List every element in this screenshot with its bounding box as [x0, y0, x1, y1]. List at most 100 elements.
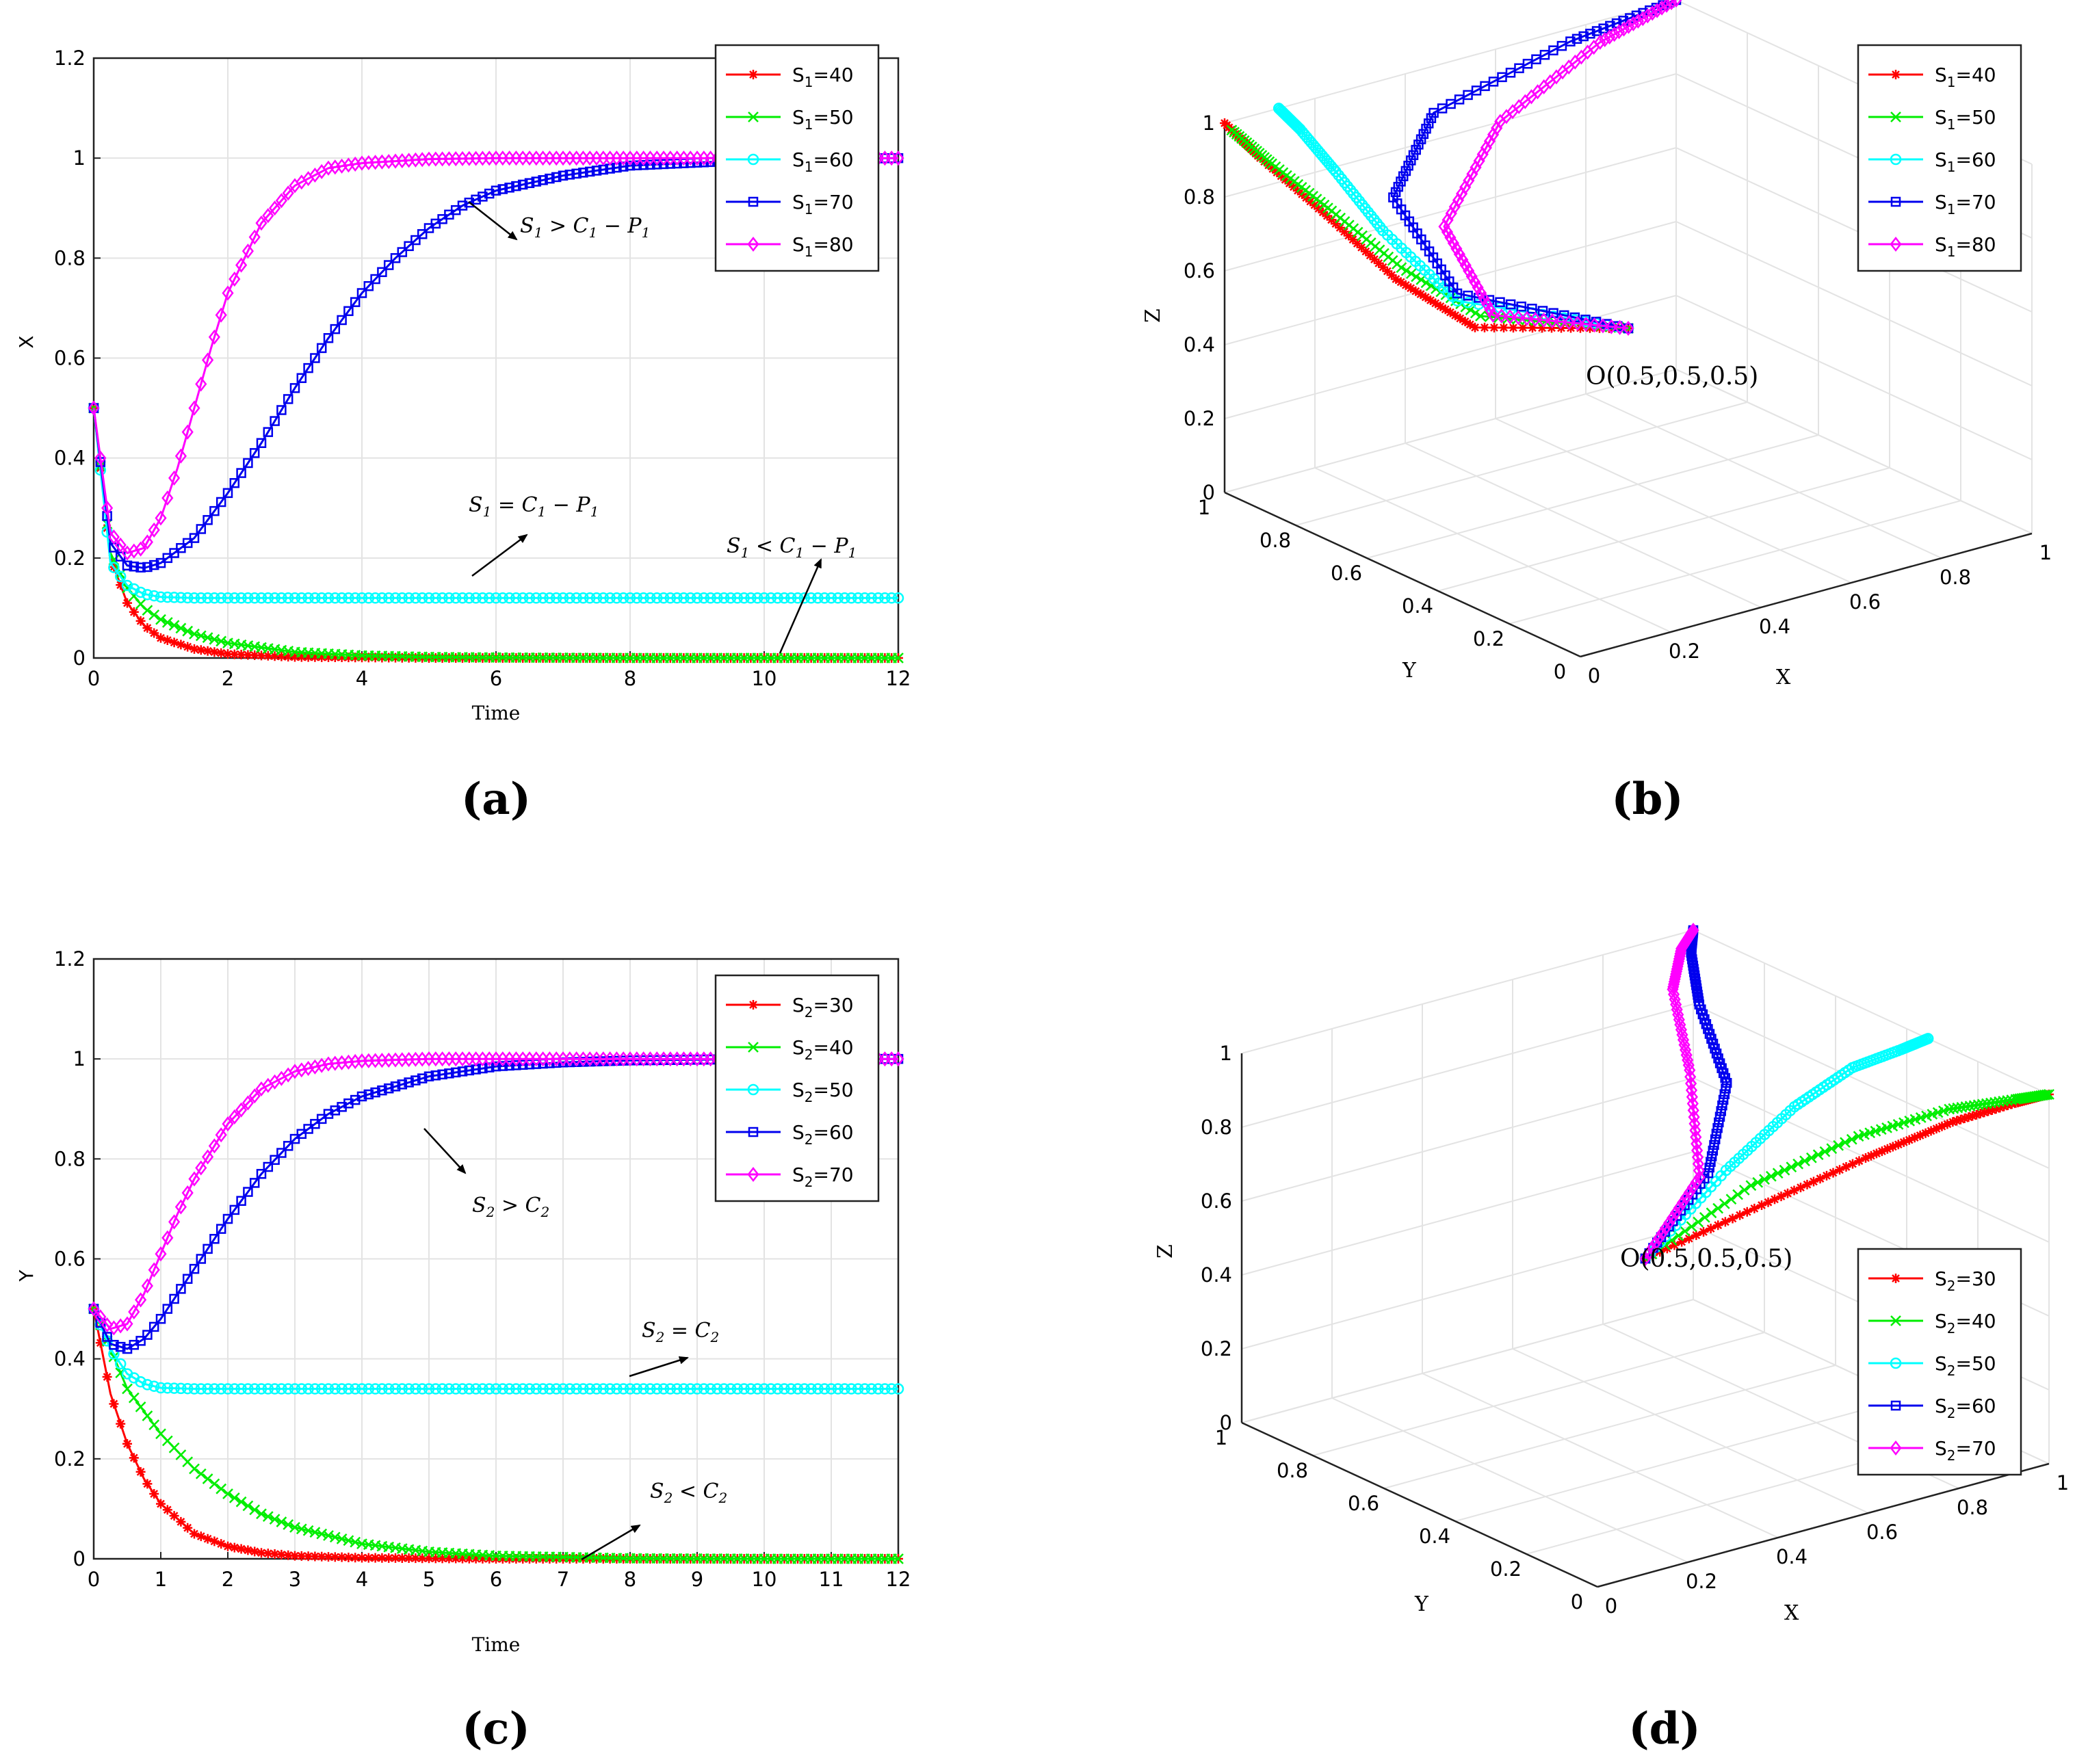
data-point [162, 635, 172, 645]
data-point [651, 1383, 663, 1395]
data-point [865, 592, 878, 604]
data-point [571, 1383, 582, 1395]
data-point [504, 1554, 514, 1564]
data-point [1415, 134, 1426, 144]
data-point [859, 1383, 871, 1395]
data-point [525, 1554, 534, 1564]
data-point [1459, 257, 1472, 273]
legend-swatch-marker [747, 1166, 759, 1183]
data-point [1854, 1156, 1864, 1166]
data-point [169, 548, 179, 558]
data-point [1608, 27, 1621, 42]
data-point [443, 592, 455, 604]
data-point [182, 1274, 193, 1284]
x-tick-label: 7 [557, 1568, 569, 1591]
y-tick-label: 1 [1198, 496, 1210, 519]
data-point [255, 592, 267, 604]
data-point [222, 1488, 233, 1499]
data-point [511, 1060, 521, 1070]
data-point [142, 623, 153, 633]
data-point [1717, 1100, 1727, 1111]
legend-swatch-marker [747, 236, 759, 252]
data-point [1563, 315, 1576, 330]
legend-entry: S1=80 [792, 233, 854, 260]
data-point [148, 1321, 159, 1332]
legend-entry: S1=50 [1935, 106, 1996, 133]
data-point [731, 592, 744, 604]
legend-entry: S1=60 [1935, 148, 1996, 175]
data-point [523, 592, 536, 604]
data-point [276, 1516, 287, 1527]
data-point [1398, 171, 1409, 181]
data-point [1819, 1146, 1831, 1157]
legend-entry: S2=50 [792, 1079, 854, 1105]
data-point [396, 592, 408, 604]
data-point [410, 1383, 421, 1395]
data-point [885, 592, 898, 604]
data-point [222, 1116, 234, 1132]
data-point [678, 1383, 690, 1395]
data-point [410, 1553, 421, 1564]
data-point [410, 235, 421, 246]
data-point [892, 1051, 904, 1067]
data-point [705, 1383, 716, 1395]
data-point [1669, 1240, 1680, 1250]
data-point [397, 1553, 407, 1563]
x-tick-label: 4 [356, 1568, 368, 1591]
data-point [1273, 103, 1285, 114]
data-point [617, 1383, 629, 1395]
data-point [236, 650, 246, 660]
data-point [1706, 1207, 1717, 1219]
data-point [296, 652, 306, 662]
annotation-text: S1 > C1 − P1 [520, 214, 650, 241]
y-tick-label: 0.2 [54, 547, 86, 570]
grid-floor-x [1422, 1373, 1779, 1538]
data-point [1406, 155, 1416, 166]
y-tick-label: 0 [1571, 1590, 1583, 1614]
data-point [209, 647, 220, 657]
data-point [1335, 222, 1345, 233]
data-point [1995, 1103, 2005, 1113]
data-point [1411, 271, 1422, 282]
data-point [235, 1383, 247, 1395]
data-point [209, 1383, 220, 1395]
grid-floor-y [1509, 500, 1961, 624]
legend-swatch-marker [748, 196, 759, 207]
data-point [1735, 1210, 1745, 1220]
grid-floor-x [1331, 1397, 1688, 1563]
data-point [1922, 1033, 1934, 1044]
data-point [832, 592, 844, 604]
data-point [1387, 270, 1397, 280]
data-point [725, 592, 737, 604]
grid-wall-xz [1224, 73, 1677, 198]
data-point [181, 592, 194, 604]
data-point [1499, 323, 1509, 333]
y-tick-label: 0.8 [1260, 529, 1291, 552]
data-point [155, 1313, 166, 1324]
data-point [1314, 204, 1324, 214]
data-point [846, 1383, 857, 1395]
data-point [477, 592, 488, 604]
series-markers-S1=50 [88, 402, 904, 663]
data-point [282, 1383, 294, 1395]
legend-entry: S1=60 [792, 148, 854, 175]
legend-swatch-marker [748, 111, 759, 122]
data-point [511, 181, 521, 192]
data-point [590, 592, 603, 604]
data-point [309, 592, 321, 604]
data-point [1833, 1140, 1844, 1151]
data-point [276, 405, 287, 415]
x-tick-label: 4 [356, 667, 368, 690]
grid-floor-x [1495, 418, 1852, 583]
data-point [229, 271, 241, 287]
data-point [604, 1383, 616, 1395]
data-point [471, 194, 481, 205]
data-point [812, 592, 824, 604]
data-point [262, 208, 274, 224]
annotation-text: S2 < C2 [650, 1479, 727, 1506]
data-point [1720, 1217, 1730, 1227]
data-point [497, 592, 509, 604]
data-point [1226, 124, 1238, 136]
data-point [269, 592, 280, 604]
